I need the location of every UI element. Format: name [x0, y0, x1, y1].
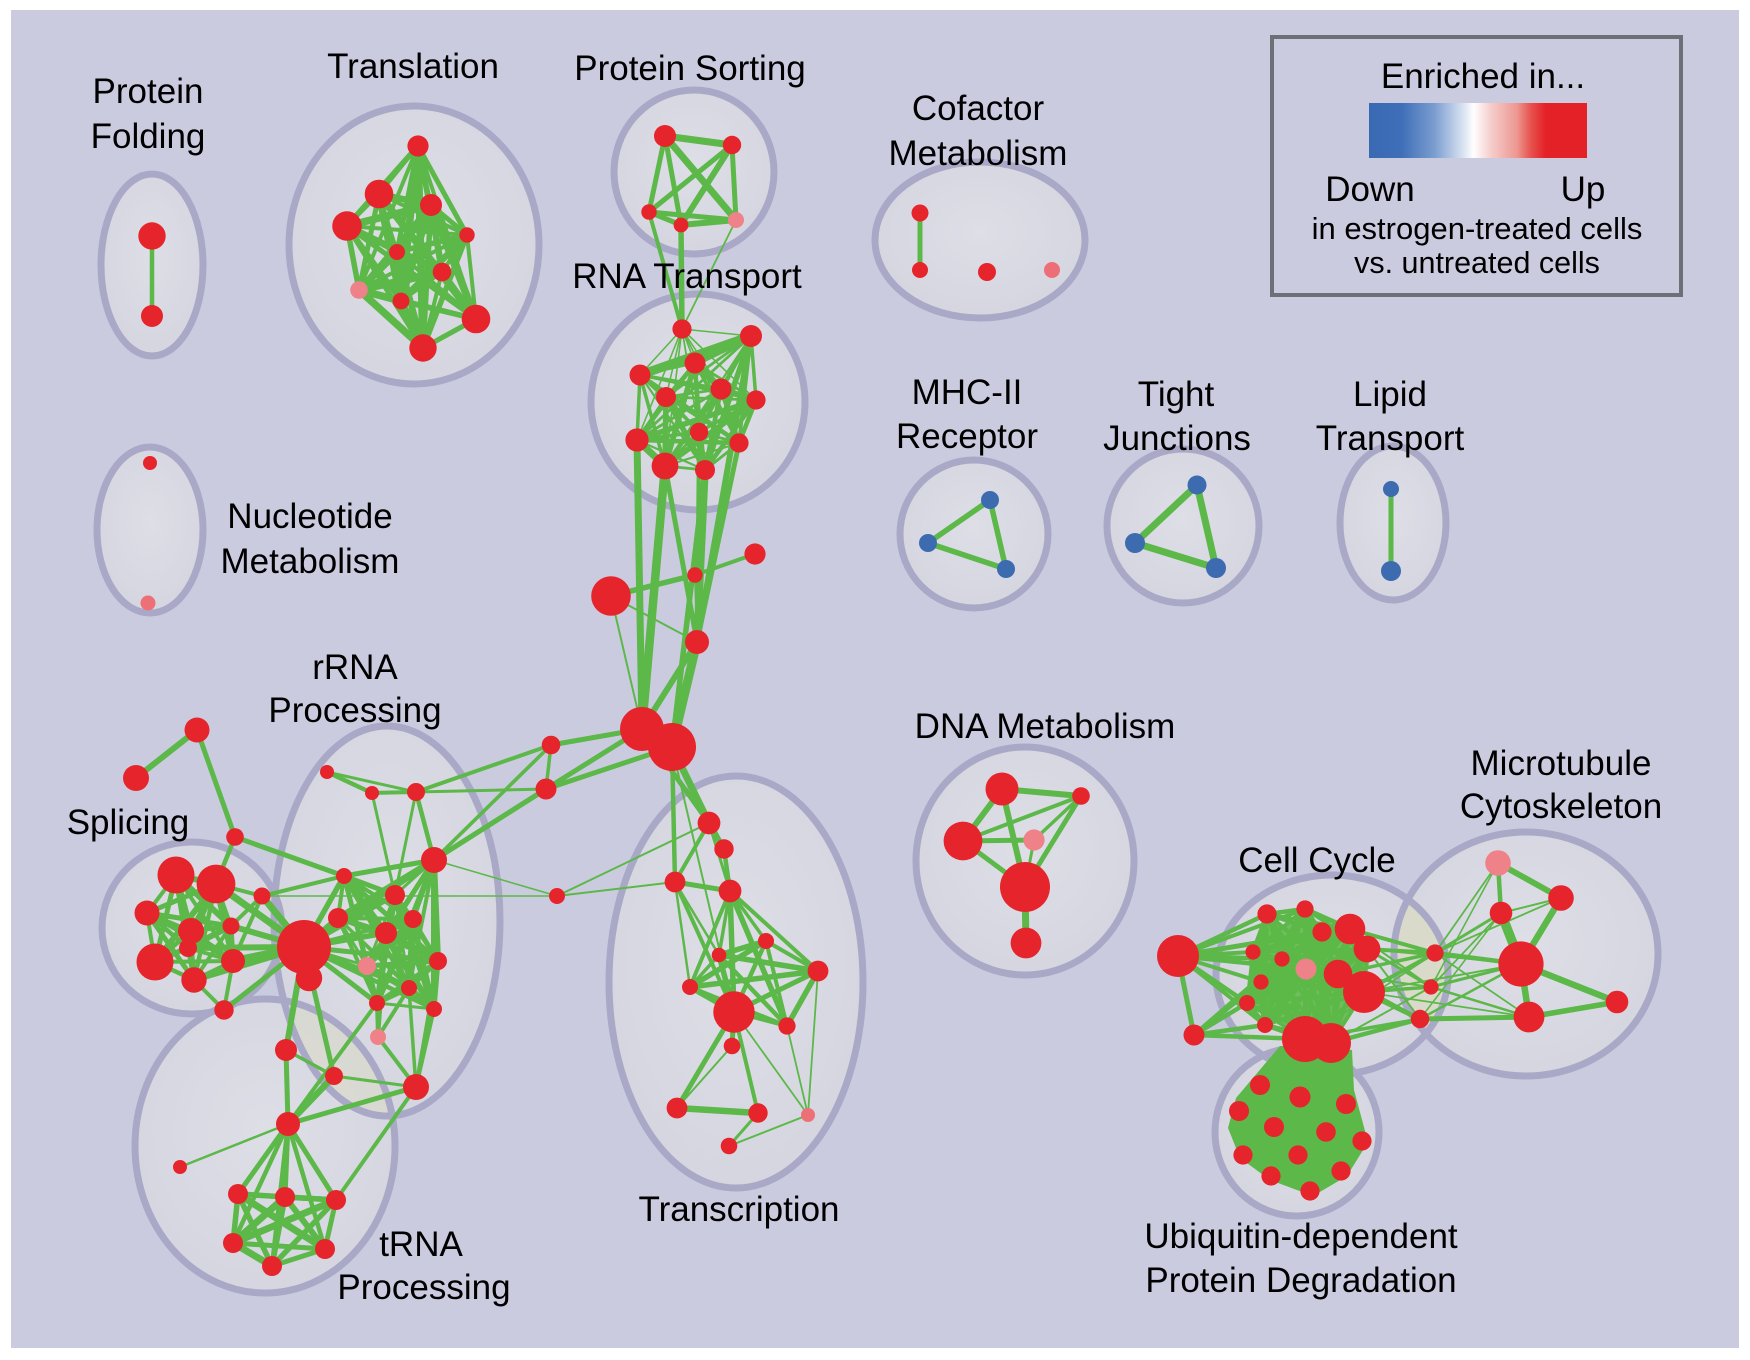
- svg-text:tRNA: tRNA: [379, 1225, 463, 1264]
- svg-text:Up: Up: [1561, 170, 1606, 209]
- svg-text:MHC-II: MHC-II: [912, 373, 1023, 412]
- svg-text:Folding: Folding: [91, 117, 206, 156]
- svg-text:Metabolism: Metabolism: [221, 542, 400, 581]
- svg-text:Ubiquitin-dependent: Ubiquitin-dependent: [1144, 1217, 1458, 1256]
- svg-text:Translation: Translation: [327, 47, 499, 86]
- svg-text:Metabolism: Metabolism: [889, 134, 1068, 173]
- svg-text:RNA Transport: RNA Transport: [572, 257, 802, 296]
- svg-text:in estrogen-treated cells: in estrogen-treated cells: [1312, 211, 1643, 246]
- svg-text:Protein Degradation: Protein Degradation: [1145, 1261, 1456, 1300]
- svg-text:Cell Cycle: Cell Cycle: [1238, 841, 1396, 880]
- svg-text:Nucleotide: Nucleotide: [227, 497, 392, 536]
- svg-text:Lipid: Lipid: [1353, 375, 1427, 414]
- svg-text:Processing: Processing: [337, 1268, 510, 1307]
- svg-text:Down: Down: [1325, 170, 1414, 209]
- svg-text:Processing: Processing: [268, 691, 441, 730]
- svg-text:DNA Metabolism: DNA Metabolism: [915, 707, 1176, 746]
- svg-text:Junctions: Junctions: [1103, 419, 1251, 458]
- svg-text:rRNA: rRNA: [312, 648, 398, 687]
- svg-text:Receptor: Receptor: [896, 417, 1038, 456]
- svg-text:Tight: Tight: [1138, 375, 1215, 414]
- svg-text:Protein: Protein: [93, 72, 204, 111]
- svg-text:Enriched in...: Enriched in...: [1381, 57, 1585, 96]
- svg-text:Cofactor: Cofactor: [912, 89, 1045, 128]
- svg-text:Microtubule: Microtubule: [1471, 744, 1652, 783]
- svg-text:Protein Sorting: Protein Sorting: [574, 49, 806, 88]
- svg-text:Transcription: Transcription: [639, 1190, 840, 1229]
- svg-text:Transport: Transport: [1316, 419, 1465, 458]
- svg-text:Cytoskeleton: Cytoskeleton: [1460, 787, 1662, 826]
- svg-text:vs. untreated cells: vs. untreated cells: [1354, 246, 1600, 280]
- svg-text:Splicing: Splicing: [67, 803, 190, 842]
